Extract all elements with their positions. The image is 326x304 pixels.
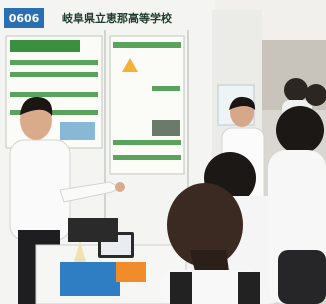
blue-folder: [60, 262, 120, 296]
chair: [68, 218, 118, 242]
poster-heading: [10, 40, 80, 52]
poster-band: [113, 140, 181, 145]
visitor-head: [276, 106, 324, 154]
orange-board: [116, 262, 146, 282]
poster-band: [113, 42, 181, 48]
poster-band: [152, 86, 180, 91]
backpack: [278, 250, 326, 304]
poster: [110, 36, 184, 174]
presenter-hand: [115, 182, 125, 192]
poster-image: [152, 120, 180, 136]
poster-band: [10, 72, 98, 77]
person-head: [305, 84, 326, 106]
poster-band: [113, 155, 181, 160]
school-name: 岐阜県立恵那高等学校: [62, 11, 173, 25]
backpack-strap: [170, 272, 192, 304]
poster-image: [60, 122, 95, 140]
poster-band: [10, 60, 98, 65]
photo: 0606 岐阜県立恵那高等学校: [0, 0, 326, 304]
backpack-strap: [238, 272, 260, 304]
poster-band: [10, 92, 98, 97]
person-head: [284, 78, 308, 102]
booth-number: 0606: [9, 12, 40, 25]
page: {"sign": {"number": "0606", "school": "岐…: [0, 0, 326, 304]
